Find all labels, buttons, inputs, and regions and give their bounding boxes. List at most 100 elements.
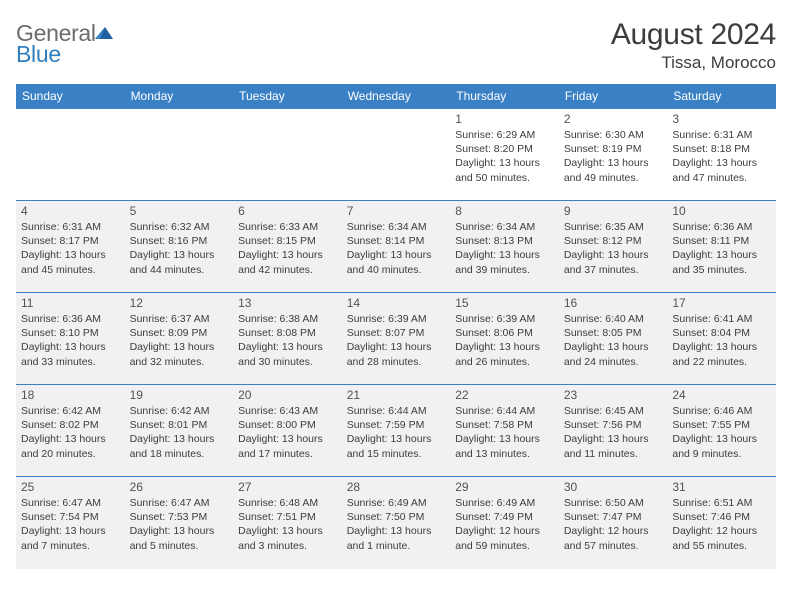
header: General Blue August 2024 Tissa, Morocco (16, 18, 776, 74)
calendar-day-cell: 26 Sunrise: 6:47 AMSunset: 7:53 PMDayligh… (125, 477, 234, 569)
calendar-day-cell: 6 Sunrise: 6:33 AMSunset: 8:15 PMDaylight… (233, 201, 342, 293)
day-info: Sunrise: 6:49 AMSunset: 7:49 PMDaylight:… (455, 496, 554, 553)
calendar-day-cell: 20 Sunrise: 6:43 AMSunset: 8:00 PMDayligh… (233, 385, 342, 477)
day-info: Sunrise: 6:34 AMSunset: 8:13 PMDaylight:… (455, 220, 554, 277)
calendar-header-cell: Sunday (16, 84, 125, 109)
day-info: Sunrise: 6:35 AMSunset: 8:12 PMDaylight:… (564, 220, 663, 277)
day-info: Sunrise: 6:39 AMSunset: 8:07 PMDaylight:… (347, 312, 446, 369)
day-info: Sunrise: 6:50 AMSunset: 7:47 PMDaylight:… (564, 496, 663, 553)
calendar-day-cell: 27Sunrise: 6:48 AMSunset: 7:51 PMDayligh… (233, 477, 342, 569)
day-number: 19 (130, 388, 229, 402)
calendar-header-cell: Wednesday (342, 84, 451, 109)
day-info: Sunrise: 6:39 AMSunset: 8:06 PMDaylight:… (455, 312, 554, 369)
day-number: 29 (455, 480, 554, 494)
calendar-day-cell: 28Sunrise: 6:49 AMSunset: 7:50 PMDayligh… (342, 477, 451, 569)
logo: General Blue (16, 18, 115, 74)
calendar-day-cell: 2 Sunrise: 6:30 AMSunset: 8:19 PMDaylight… (559, 109, 668, 201)
day-number: 18 (21, 388, 120, 402)
day-number: 23 (564, 388, 663, 402)
calendar-day-cell: 17 Sunrise: 6:41 AMSunset: 8:04 PMDayligh… (667, 293, 776, 385)
day-number: 24 (672, 388, 771, 402)
calendar-table: SundayMondayTuesdayWednesdayThursdayFrid… (16, 84, 776, 569)
day-number: 10 (672, 204, 771, 218)
calendar-week-row: 25 Sunrise: 6:47 AMSunset: 7:54 PMDayligh… (16, 477, 776, 569)
calendar-day-cell: 19 Sunrise: 6:42 AMSunset: 8:01 PMDayligh… (125, 385, 234, 477)
calendar-day-cell: 5 Sunrise: 6:32 AMSunset: 8:16 PMDaylight… (125, 201, 234, 293)
day-number: 13 (238, 296, 337, 310)
day-number: 17 (672, 296, 771, 310)
day-number: 5 (130, 204, 229, 218)
day-info: Sunrise: 6:36 AMSunset: 8:10 PMDaylight:… (21, 312, 120, 369)
calendar-day-cell (125, 109, 234, 201)
day-info: Sunrise: 6:36 AMSunset: 8:11 PMDaylight:… (672, 220, 771, 277)
day-number: 8 (455, 204, 554, 218)
day-number: 7 (347, 204, 446, 218)
day-number: 11 (21, 296, 120, 310)
calendar-day-cell (16, 109, 125, 201)
calendar-day-cell: 11 Sunrise: 6:36 AMSunset: 8:10 PMDayligh… (16, 293, 125, 385)
day-info: Sunrise: 6:45 AMSunset: 7:56 PMDaylight:… (564, 404, 663, 461)
page-title: August 2024 (611, 18, 776, 52)
day-number: 25 (21, 480, 120, 494)
calendar-week-row: 11 Sunrise: 6:36 AMSunset: 8:10 PMDayligh… (16, 293, 776, 385)
day-number: 28 (347, 480, 446, 494)
day-info: Sunrise: 6:37 AMSunset: 8:09 PMDaylight:… (130, 312, 229, 369)
day-number: 4 (21, 204, 120, 218)
day-info: Sunrise: 6:32 AMSunset: 8:16 PMDaylight:… (130, 220, 229, 277)
day-number: 20 (238, 388, 337, 402)
calendar-header-cell: Friday (559, 84, 668, 109)
day-info: Sunrise: 6:51 AMSunset: 7:46 PMDaylight:… (672, 496, 771, 553)
day-info: Sunrise: 6:38 AMSunset: 8:08 PMDaylight:… (238, 312, 337, 369)
calendar-header-cell: Thursday (450, 84, 559, 109)
day-number: 3 (672, 112, 771, 126)
calendar-day-cell: 12 Sunrise: 6:37 AMSunset: 8:09 PMDayligh… (125, 293, 234, 385)
day-info: Sunrise: 6:42 AMSunset: 8:01 PMDaylight:… (130, 404, 229, 461)
calendar-day-cell (342, 109, 451, 201)
day-info: Sunrise: 6:47 AMSunset: 7:53 PMDaylight:… (130, 496, 229, 553)
day-info: Sunrise: 6:44 AMSunset: 7:58 PMDaylight:… (455, 404, 554, 461)
calendar-day-cell: 16 Sunrise: 6:40 AMSunset: 8:05 PMDayligh… (559, 293, 668, 385)
day-info: Sunrise: 6:29 AMSunset: 8:20 PMDaylight:… (455, 128, 554, 185)
day-number: 31 (672, 480, 771, 494)
calendar-day-cell: 30Sunrise: 6:50 AMSunset: 7:47 PMDayligh… (559, 477, 668, 569)
calendar-day-cell: 29 Sunrise: 6:49 AMSunset: 7:49 PMDayligh… (450, 477, 559, 569)
calendar-day-cell: 31 Sunrise: 6:51 AMSunset: 7:46 PMDayligh… (667, 477, 776, 569)
calendar-week-row: 1Sunrise: 6:29 AMSunset: 8:20 PMDaylight… (16, 109, 776, 201)
calendar-day-cell: 21Sunrise: 6:44 AMSunset: 7:59 PMDayligh… (342, 385, 451, 477)
day-number: 9 (564, 204, 663, 218)
day-number: 12 (130, 296, 229, 310)
day-info: Sunrise: 6:43 AMSunset: 8:00 PMDaylight:… (238, 404, 337, 461)
calendar-day-cell (233, 109, 342, 201)
calendar-day-cell: 7 Sunrise: 6:34 AMSunset: 8:14 PMDaylight… (342, 201, 451, 293)
day-info: Sunrise: 6:42 AMSunset: 8:02 PMDaylight:… (21, 404, 120, 461)
day-info: Sunrise: 6:44 AMSunset: 7:59 PMDaylight:… (347, 404, 446, 461)
day-info: Sunrise: 6:48 AMSunset: 7:51 PMDaylight:… (238, 496, 337, 553)
day-info: Sunrise: 6:33 AMSunset: 8:15 PMDaylight:… (238, 220, 337, 277)
calendar-day-cell: 15Sunrise: 6:39 AMSunset: 8:06 PMDayligh… (450, 293, 559, 385)
day-number: 16 (564, 296, 663, 310)
day-number: 14 (347, 296, 446, 310)
calendar-day-cell: 24 Sunrise: 6:46 AMSunset: 7:55 PMDayligh… (667, 385, 776, 477)
calendar-day-cell: 9 Sunrise: 6:35 AMSunset: 8:12 PMDaylight… (559, 201, 668, 293)
location: Tissa, Morocco (611, 53, 776, 73)
calendar-week-row: 18 Sunrise: 6:42 AMSunset: 8:02 PMDayligh… (16, 385, 776, 477)
calendar-day-cell: 4 Sunrise: 6:31 AMSunset: 8:17 PMDaylight… (16, 201, 125, 293)
calendar-day-cell: 3 Sunrise: 6:31 AMSunset: 8:18 PMDaylight… (667, 109, 776, 201)
day-info: Sunrise: 6:40 AMSunset: 8:05 PMDaylight:… (564, 312, 663, 369)
calendar-day-cell: 23 Sunrise: 6:45 AMSunset: 7:56 PMDayligh… (559, 385, 668, 477)
calendar-day-cell: 22Sunrise: 6:44 AMSunset: 7:58 PMDayligh… (450, 385, 559, 477)
day-info: Sunrise: 6:31 AMSunset: 8:18 PMDaylight:… (672, 128, 771, 185)
calendar-day-cell: 10 Sunrise: 6:36 AMSunset: 8:11 PMDayligh… (667, 201, 776, 293)
day-info: Sunrise: 6:34 AMSunset: 8:14 PMDaylight:… (347, 220, 446, 277)
day-number: 6 (238, 204, 337, 218)
day-info: Sunrise: 6:46 AMSunset: 7:55 PMDaylight:… (672, 404, 771, 461)
day-info: Sunrise: 6:41 AMSunset: 8:04 PMDaylight:… (672, 312, 771, 369)
day-info: Sunrise: 6:47 AMSunset: 7:54 PMDaylight:… (21, 496, 120, 553)
day-number: 26 (130, 480, 229, 494)
day-number: 2 (564, 112, 663, 126)
day-info: Sunrise: 6:30 AMSunset: 8:19 PMDaylight:… (564, 128, 663, 185)
day-info: Sunrise: 6:31 AMSunset: 8:17 PMDaylight:… (21, 220, 120, 277)
calendar-day-cell: 1Sunrise: 6:29 AMSunset: 8:20 PMDaylight… (450, 109, 559, 201)
logo-text-blue: Blue (16, 41, 61, 67)
title-block: August 2024 Tissa, Morocco (611, 18, 776, 73)
